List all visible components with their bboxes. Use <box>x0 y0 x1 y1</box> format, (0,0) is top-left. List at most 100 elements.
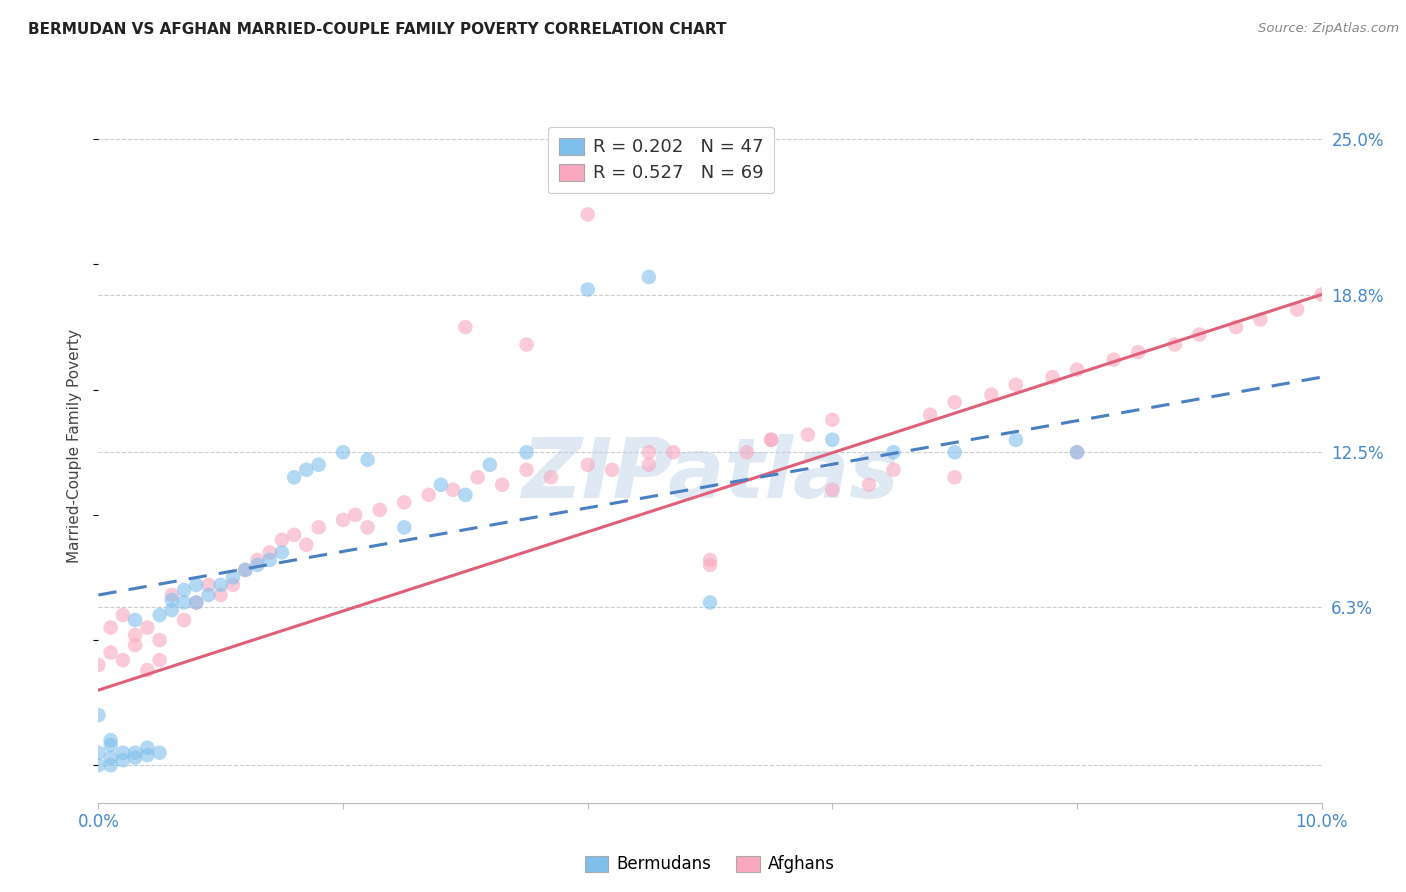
Point <box>246 553 269 567</box>
Point <box>920 408 942 422</box>
Point <box>699 558 721 572</box>
Point <box>222 570 245 584</box>
Point <box>478 458 501 472</box>
Point <box>637 445 661 459</box>
Point <box>759 433 782 447</box>
Point <box>136 621 159 635</box>
Point <box>136 663 159 677</box>
Point <box>308 458 330 472</box>
Point <box>100 750 122 764</box>
Point <box>186 595 208 609</box>
Point <box>270 545 292 559</box>
Text: ZIPatlas: ZIPatlas <box>522 434 898 515</box>
Point <box>87 658 110 673</box>
Point <box>233 563 256 577</box>
Point <box>259 545 281 559</box>
Point <box>149 746 172 760</box>
Point <box>87 758 110 772</box>
Point <box>1286 302 1309 317</box>
Point <box>344 508 367 522</box>
Point <box>1066 445 1088 459</box>
Point <box>160 593 183 607</box>
Point <box>87 746 110 760</box>
Point <box>87 708 110 723</box>
Point <box>186 578 208 592</box>
Point <box>467 470 489 484</box>
Point <box>600 463 623 477</box>
Point <box>943 470 966 484</box>
Point <box>1249 312 1271 326</box>
Point <box>270 533 292 547</box>
Point <box>173 595 195 609</box>
Point <box>259 553 281 567</box>
Point <box>821 433 844 447</box>
Point <box>124 750 146 764</box>
Point <box>1310 287 1333 301</box>
Point <box>980 387 1002 401</box>
Point <box>136 740 159 755</box>
Point <box>883 463 905 477</box>
Point <box>149 633 172 648</box>
Point <box>454 488 477 502</box>
Point <box>111 607 134 622</box>
Point <box>136 748 159 763</box>
Point <box>392 495 416 509</box>
Point <box>149 607 172 622</box>
Point <box>540 470 562 484</box>
Point <box>209 578 232 592</box>
Text: BERMUDAN VS AFGHAN MARRIED-COUPLE FAMILY POVERTY CORRELATION CHART: BERMUDAN VS AFGHAN MARRIED-COUPLE FAMILY… <box>28 22 727 37</box>
Point <box>576 283 599 297</box>
Point <box>124 628 146 642</box>
Point <box>186 595 208 609</box>
Point <box>197 588 219 602</box>
Point <box>821 483 844 497</box>
Point <box>100 738 122 752</box>
Point <box>111 653 134 667</box>
Point <box>1225 320 1247 334</box>
Point <box>637 458 661 472</box>
Point <box>173 582 195 597</box>
Point <box>735 445 758 459</box>
Point <box>356 520 378 534</box>
Point <box>100 621 122 635</box>
Point <box>368 503 391 517</box>
Point <box>295 538 318 552</box>
Y-axis label: Married-Couple Family Poverty: Married-Couple Family Poverty <box>67 329 83 563</box>
Point <box>124 613 146 627</box>
Point <box>149 653 172 667</box>
Point <box>662 445 685 459</box>
Point <box>308 520 330 534</box>
Point <box>222 578 245 592</box>
Point <box>883 445 905 459</box>
Point <box>173 613 195 627</box>
Point <box>943 445 966 459</box>
Point <box>576 207 599 221</box>
Point <box>100 758 122 772</box>
Point <box>430 478 453 492</box>
Point <box>516 463 538 477</box>
Point <box>441 483 464 497</box>
Point <box>233 563 256 577</box>
Point <box>283 528 305 542</box>
Text: Source: ZipAtlas.com: Source: ZipAtlas.com <box>1258 22 1399 36</box>
Point <box>295 463 318 477</box>
Point <box>797 427 820 442</box>
Point <box>283 470 305 484</box>
Point <box>209 588 232 602</box>
Point <box>1066 362 1088 376</box>
Point <box>943 395 966 409</box>
Point <box>124 638 146 652</box>
Point <box>516 337 538 351</box>
Point <box>392 520 416 534</box>
Point <box>332 513 354 527</box>
Point <box>197 578 219 592</box>
Point <box>576 458 599 472</box>
Point <box>160 603 183 617</box>
Point <box>516 445 538 459</box>
Point <box>699 553 721 567</box>
Point <box>699 595 721 609</box>
Point <box>160 588 183 602</box>
Point <box>100 646 122 660</box>
Point <box>759 433 782 447</box>
Point <box>1102 352 1125 367</box>
